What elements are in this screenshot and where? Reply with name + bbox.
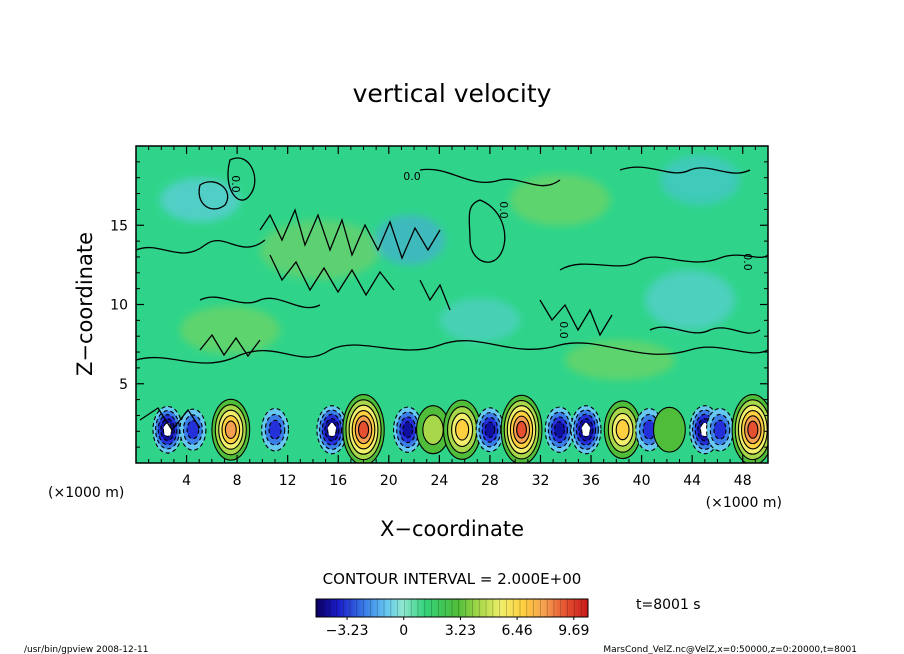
colorbar-tick-label: −3.23	[326, 623, 369, 639]
x-tick-label: 4	[182, 473, 191, 489]
contour-label: 0.0	[741, 253, 754, 271]
contour-label: 0.0	[497, 201, 510, 219]
cell-ring	[553, 421, 565, 439]
x-axis-label: X−coordinate	[380, 517, 524, 541]
cell-ring	[162, 422, 173, 437]
cell-ring	[652, 406, 686, 453]
cell-mark	[316, 405, 348, 455]
colorbar-tick-label: 0	[399, 623, 408, 639]
cell-mark	[570, 405, 602, 455]
cell-ring	[484, 421, 496, 438]
x-tick-label: 36	[582, 473, 600, 489]
footer-left: /usr/bin/gpview 2008-12-11	[24, 645, 148, 654]
cell-mark	[652, 406, 686, 453]
cell-ring	[268, 419, 282, 440]
cell-mark	[393, 406, 423, 453]
x-tick-label: 24	[430, 473, 448, 489]
contour-labels: 0.0 0.0 0.0 0.0 0.0	[229, 170, 754, 339]
cell-ring	[422, 414, 444, 446]
cell-ring	[713, 419, 727, 440]
cell-ring	[455, 418, 470, 441]
x-tick-label: 40	[633, 473, 651, 489]
x-tick-label: 20	[380, 473, 398, 489]
cell-mark	[603, 400, 642, 460]
cell-ring	[327, 422, 337, 438]
cell-mark	[731, 393, 768, 463]
x-unit-left: (×1000 m)	[48, 485, 124, 501]
cell-mark	[211, 398, 251, 461]
x-tick-label: 48	[734, 473, 752, 489]
plot-area: 0.00.00.00.00.0 4 8 12 16 20 24 28 32 36 40 44 48 5…	[110, 145, 769, 489]
x-tick-label: 28	[481, 473, 499, 489]
cell-ring	[402, 421, 414, 439]
cell-mark	[500, 394, 543, 463]
colorbar-stripes	[322, 599, 582, 617]
cell-mark	[544, 406, 575, 453]
field-texture	[160, 155, 740, 380]
time-label: t=8001 s	[636, 597, 701, 613]
cell-ring	[357, 420, 370, 439]
x-tick-label: 44	[683, 473, 701, 489]
y-tick-label: 5	[119, 377, 128, 393]
cell-ring	[747, 420, 759, 439]
cell-mark	[475, 407, 505, 453]
cell-ring	[581, 422, 591, 438]
contour-lines	[136, 157, 768, 432]
contour-label: 0.0	[557, 321, 570, 339]
x-axis: 4 8 12 16 20 24 28 32 36 40 44 48	[148, 146, 756, 489]
cell-mark	[179, 408, 207, 451]
cell-ring	[186, 420, 200, 440]
x-tick-label: 16	[329, 473, 347, 489]
y-tick-label: 10	[110, 298, 128, 314]
y-axis-label: Z−coordinate	[73, 232, 97, 376]
chart-title: vertical velocity	[353, 79, 552, 108]
cell-mark	[261, 407, 289, 452]
y-tick-label: 15	[110, 218, 128, 234]
cell-mark	[442, 399, 482, 460]
colorbar: −3.23 0 3.23 6.46 9.69	[315, 598, 589, 639]
near-surface-cells	[152, 393, 768, 463]
cell-ring	[615, 419, 630, 441]
contour-interval: CONTOUR INTERVAL = 2.000E+00	[323, 570, 582, 588]
y-axis: 5 10 15	[110, 161, 768, 448]
cell-ring	[516, 420, 527, 439]
x-tick-label: 8	[233, 473, 242, 489]
x-tick-label: 32	[532, 473, 550, 489]
cell-mark	[706, 407, 734, 452]
colorbar-gradient	[315, 598, 589, 618]
colorbar-tick-label: 9.69	[558, 623, 589, 639]
colorbar-tick-label: 6.46	[502, 623, 533, 639]
contour-label: 0.0	[229, 175, 242, 193]
cell-mark	[342, 393, 385, 463]
cell-ring	[224, 420, 237, 439]
x-unit-right: (×1000 m)	[706, 495, 782, 511]
cell-mark	[152, 405, 183, 454]
colorbar-tick-label: 3.23	[445, 623, 476, 639]
contour-label: 0.0	[403, 170, 421, 183]
x-tick-label: 12	[279, 473, 297, 489]
footer-right: MarsCond_VelZ.nc@VelZ,x=0:50000,z=0:2000…	[603, 645, 857, 654]
colorbar-ticks: −3.23 0 3.23 6.46 9.69	[326, 617, 589, 639]
cell-mark	[415, 405, 451, 455]
